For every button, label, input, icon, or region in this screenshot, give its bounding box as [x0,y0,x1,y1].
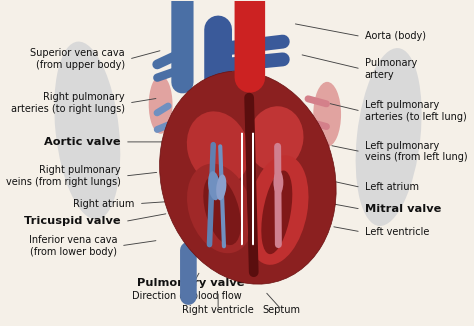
Text: Direction of blood flow: Direction of blood flow [131,291,241,301]
Text: Pulmonary valve: Pulmonary valve [137,278,244,288]
Ellipse shape [216,174,227,200]
FancyArrowPatch shape [308,99,327,104]
FancyArrowPatch shape [157,70,180,78]
Ellipse shape [237,22,263,37]
FancyArrowPatch shape [157,125,168,129]
Text: Mitral valve: Mitral valve [365,204,441,214]
Text: Left atrium: Left atrium [365,182,419,192]
Text: Left ventricle: Left ventricle [365,227,429,237]
Ellipse shape [313,82,341,147]
Text: Right atrium: Right atrium [73,199,135,209]
Text: Left pulmonary
veins (from left lung): Left pulmonary veins (from left lung) [365,141,467,162]
Text: Aorta (body): Aorta (body) [365,31,426,41]
Ellipse shape [187,164,253,253]
Ellipse shape [273,170,283,195]
Ellipse shape [54,42,120,219]
FancyArrowPatch shape [220,146,224,246]
Text: Superior vena cava
(from upper body): Superior vena cava (from upper body) [30,48,125,70]
FancyArrowPatch shape [157,54,180,65]
FancyArrowPatch shape [221,42,283,49]
Text: Right ventricle: Right ventricle [182,305,254,315]
Text: Left pulmonary
arteries (to left lung): Left pulmonary arteries (to left lung) [365,100,466,122]
Ellipse shape [208,171,220,200]
Text: Right pulmonary
veins (from right lungs): Right pulmonary veins (from right lungs) [6,165,121,187]
Ellipse shape [203,175,241,245]
Ellipse shape [187,111,249,185]
Text: Tricuspid valve: Tricuspid valve [24,216,121,227]
FancyArrowPatch shape [249,97,254,272]
FancyArrowPatch shape [157,106,168,113]
Text: Pulmonary
artery: Pulmonary artery [365,58,417,80]
Text: Right pulmonary
arteries (to right lungs): Right pulmonary arteries (to right lungs… [11,92,125,114]
FancyArrowPatch shape [210,145,213,244]
FancyArrowPatch shape [308,122,327,126]
Ellipse shape [160,71,336,284]
FancyArrowPatch shape [221,59,283,65]
Ellipse shape [149,75,173,134]
Ellipse shape [248,106,303,171]
Text: Septum: Septum [263,305,301,315]
Ellipse shape [356,48,422,226]
Ellipse shape [261,170,292,254]
Text: Aortic valve: Aortic valve [45,137,121,147]
Ellipse shape [246,155,309,265]
Text: Inferior vena cava
(from lower body): Inferior vena cava (from lower body) [28,235,117,257]
FancyArrowPatch shape [308,141,327,146]
